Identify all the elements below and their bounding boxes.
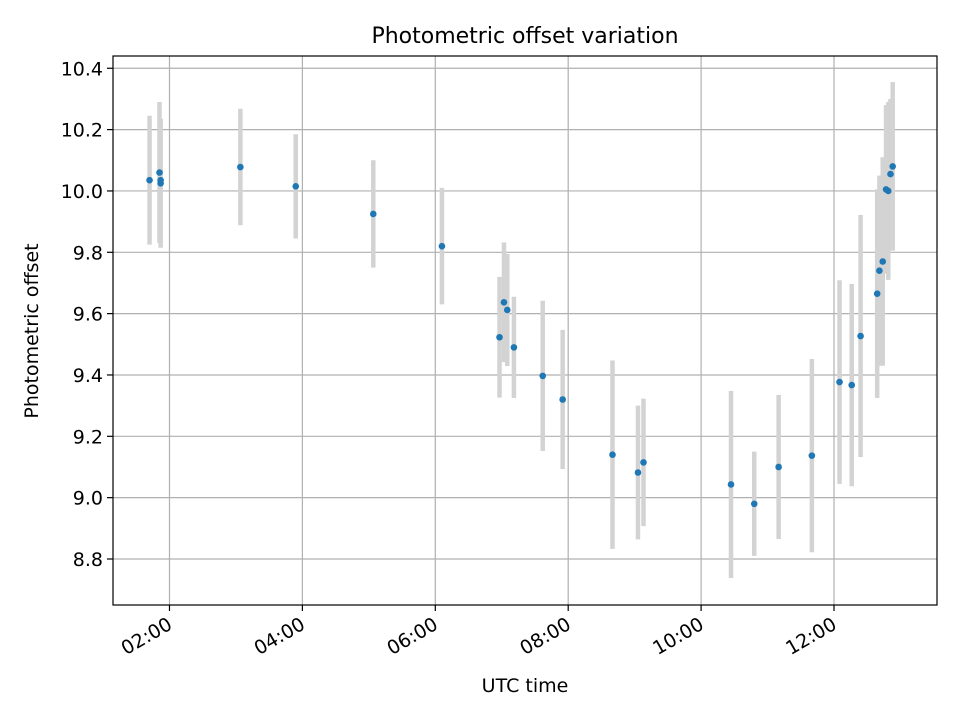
data-point [848, 381, 856, 389]
y-tick-label: 9.6 [73, 304, 103, 326]
data-point [510, 344, 518, 351]
y-tick-label: 8.8 [73, 549, 103, 571]
data-point [775, 463, 782, 471]
data-point [500, 298, 508, 306]
data-point [369, 210, 377, 218]
data-point [156, 169, 163, 176]
data-point [640, 459, 647, 466]
data-point [876, 267, 883, 274]
y-axis-ticks: 8.8 9.0 9.2 9.4 9.6 9.8 10.0 10.2 10.4 [61, 58, 113, 571]
y-tick-label: 10.2 [61, 120, 103, 142]
data-point [503, 306, 511, 314]
y-tick-label: 10.4 [61, 58, 103, 80]
data-point [237, 163, 244, 171]
y-tick-label: 9.0 [73, 488, 103, 510]
y-tick-label: 9.2 [73, 426, 103, 448]
data-point [808, 452, 816, 459]
data-point [889, 163, 896, 170]
data-point [887, 170, 894, 178]
data-point [496, 333, 503, 341]
data-point [727, 481, 735, 488]
y-tick-label: 9.8 [73, 242, 103, 264]
data-point [157, 179, 164, 187]
data-point [857, 332, 864, 340]
data-point [539, 372, 547, 380]
data-point [438, 242, 446, 250]
data-point [634, 469, 642, 476]
data-point [609, 451, 616, 459]
plot-frame [112, 55, 938, 606]
x-axis-label: UTC time [482, 675, 569, 697]
data-point [292, 183, 300, 190]
y-tick-label: 10.0 [61, 181, 103, 203]
data-point [750, 500, 758, 508]
data-point [146, 176, 153, 184]
data-point [884, 187, 892, 195]
y-axis-label: Photometric offset [21, 243, 43, 418]
data-points [146, 163, 896, 508]
grid-lines [113, 56, 937, 605]
y-tick-label: 9.4 [73, 365, 103, 387]
chart-title: Photometric offset variation [371, 24, 678, 49]
data-point [879, 258, 887, 265]
data-point [559, 396, 566, 403]
data-point [836, 378, 843, 386]
data-point [873, 290, 881, 297]
